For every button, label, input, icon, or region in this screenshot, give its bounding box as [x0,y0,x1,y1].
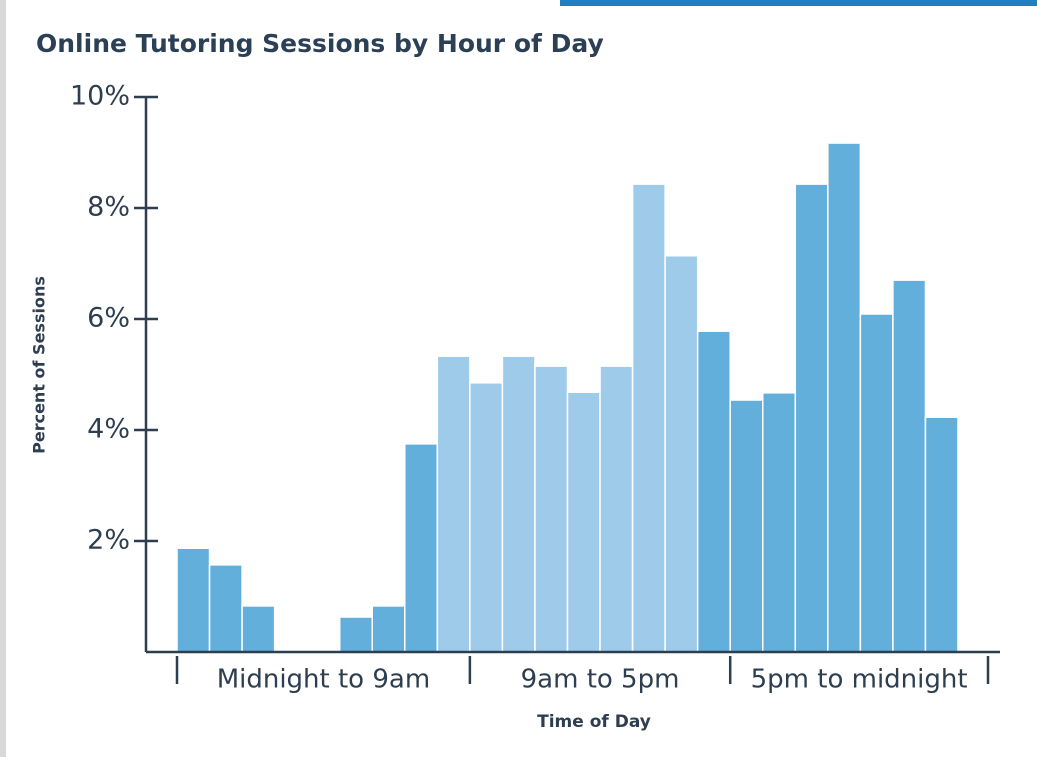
bar [762,392,797,653]
bar [469,382,504,653]
bar [631,183,666,653]
y-tick-label: 4% [87,414,130,445]
bar [534,365,569,653]
y-tick-label: 8% [87,192,130,223]
bar [859,313,894,653]
left-edge [0,0,6,757]
x-axis-title: Time of Day [537,712,651,732]
bar [924,416,959,653]
bar [794,183,829,653]
y-tick-label: 6% [87,303,130,334]
y-axis-title: Percent of Sessions [30,276,49,454]
bar [696,330,731,653]
chart-title: Online Tutoring Sessions by Hour of Day [36,29,604,58]
bar [892,279,927,653]
x-group-label: Midnight to 9am [217,665,430,695]
bar [664,254,699,653]
x-group-label: 5pm to midnight [751,665,968,695]
bar [176,547,211,653]
bar [501,355,536,653]
bar [208,564,243,653]
bar [729,399,764,653]
bar [338,616,374,653]
x-group-label: 9am to 5pm [521,665,680,695]
y-tick-label: 10% [70,81,130,112]
bar [371,605,406,653]
bar [599,365,634,653]
y-tick-label: 2% [87,525,130,556]
bar [827,142,862,653]
bar [404,443,439,653]
bar [436,355,471,653]
bar [241,605,276,653]
top-bar [560,0,1037,6]
bar [566,391,601,653]
